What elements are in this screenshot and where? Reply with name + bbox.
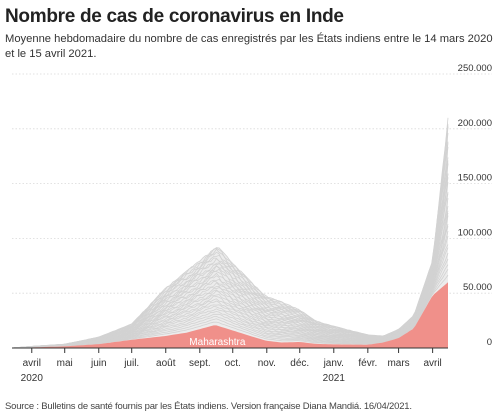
y-tick-label: 150.000	[458, 173, 492, 184]
x-tick-label-oct: oct.	[225, 358, 241, 369]
x-tick-label-avril: avril	[23, 358, 41, 369]
y-tick-label: 100.000	[458, 227, 492, 238]
y-tick-label: 0	[487, 337, 492, 348]
maharashtra-label: Maharashtra	[189, 337, 246, 348]
grid-lines	[12, 73, 492, 294]
y-tick-label: 200.000	[458, 118, 492, 129]
other-states-band	[11, 117, 449, 349]
x-tick-label-dec: déc.	[290, 358, 309, 369]
x-tick-label-nov: nov.	[258, 358, 276, 369]
others-band-fill	[12, 117, 448, 348]
x-axis-labels: avril 2020 mai juin juil. août sept. oct. nov. dé…	[21, 348, 442, 384]
x-tick-label-fevr: févr.	[358, 358, 377, 369]
x-tick-label-juil: juil.	[123, 358, 139, 369]
x-tick-year-2021: 2021	[323, 373, 346, 384]
y-tick-label: 50.000	[463, 282, 492, 293]
x-tick-label-juin: juin	[90, 358, 107, 369]
y-tick-label: 250.000	[458, 63, 492, 74]
x-tick-label-janv: janv.	[323, 358, 344, 369]
maharashtra-area	[12, 282, 448, 348]
chart-subtitle: Moyenne hebdomadaire du nombre de cas en…	[5, 33, 493, 60]
x-tick-year-2020: 2020	[21, 373, 44, 384]
state-line	[11, 117, 449, 349]
chart-source: Source : Bulletins de santé fournis par …	[5, 401, 412, 412]
chart-title: Nombre de cas de coronavirus en Inde	[5, 6, 344, 27]
x-tick-label-mars: mars	[387, 358, 409, 369]
x-tick-label-sept: sept.	[189, 358, 211, 369]
x-tick-label-aout: août	[156, 358, 176, 369]
chart-area: 0 50.000 100.000 150.000 200.000 250.000 avri…	[11, 63, 492, 384]
y-axis-labels: 0 50.000 100.000 150.000 200.000 250.000	[458, 63, 492, 348]
x-tick-label-avril: avril	[423, 358, 441, 369]
x-tick-label-mai: mai	[57, 358, 73, 369]
